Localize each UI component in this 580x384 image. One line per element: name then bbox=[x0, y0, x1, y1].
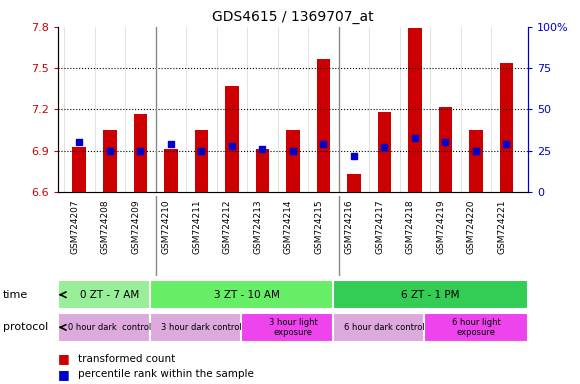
Text: GSM724221: GSM724221 bbox=[498, 200, 506, 254]
Point bbox=[166, 141, 176, 147]
Text: GSM724220: GSM724220 bbox=[467, 200, 476, 254]
Bar bbox=[424, 313, 528, 342]
Text: GSM724219: GSM724219 bbox=[436, 200, 445, 255]
Bar bbox=[194, 130, 208, 192]
Text: GSM724209: GSM724209 bbox=[131, 200, 140, 255]
Point bbox=[288, 147, 298, 154]
Text: 0 hour dark  control: 0 hour dark control bbox=[68, 323, 151, 332]
Text: 6 hour light
exposure: 6 hour light exposure bbox=[452, 318, 501, 337]
Bar bbox=[469, 130, 483, 192]
Text: protocol: protocol bbox=[3, 322, 48, 333]
Text: transformed count: transformed count bbox=[78, 354, 176, 364]
Text: GSM724215: GSM724215 bbox=[314, 200, 324, 255]
Bar bbox=[225, 86, 239, 192]
Text: 0 ZT - 7 AM: 0 ZT - 7 AM bbox=[80, 290, 139, 300]
Bar bbox=[438, 107, 452, 192]
Point bbox=[472, 147, 481, 154]
Point bbox=[380, 144, 389, 151]
Bar bbox=[150, 280, 345, 309]
Text: GSM724208: GSM724208 bbox=[101, 200, 110, 255]
Point bbox=[410, 134, 419, 141]
Bar bbox=[378, 112, 392, 192]
Text: GSM724212: GSM724212 bbox=[223, 200, 232, 254]
Point bbox=[136, 147, 145, 154]
Text: GSM724210: GSM724210 bbox=[162, 200, 171, 255]
Text: 6 ZT - 1 PM: 6 ZT - 1 PM bbox=[401, 290, 459, 300]
Bar bbox=[286, 130, 300, 192]
Bar bbox=[332, 313, 436, 342]
Bar bbox=[58, 313, 162, 342]
Bar bbox=[164, 149, 177, 192]
Text: GSM724213: GSM724213 bbox=[253, 200, 262, 255]
Text: ■: ■ bbox=[58, 353, 70, 366]
Bar bbox=[150, 313, 253, 342]
Point bbox=[105, 147, 114, 154]
Text: GSM724216: GSM724216 bbox=[345, 200, 354, 255]
Text: GSM724217: GSM724217 bbox=[375, 200, 385, 255]
Point bbox=[441, 139, 450, 146]
Bar bbox=[256, 149, 269, 192]
Point bbox=[349, 152, 358, 159]
Text: time: time bbox=[3, 290, 28, 300]
Bar bbox=[332, 280, 528, 309]
Text: 3 hour light
exposure: 3 hour light exposure bbox=[269, 318, 317, 337]
Bar bbox=[103, 130, 117, 192]
Text: percentile rank within the sample: percentile rank within the sample bbox=[78, 369, 254, 379]
Point bbox=[227, 143, 237, 149]
Bar bbox=[241, 313, 345, 342]
Bar bbox=[499, 63, 513, 192]
Bar bbox=[72, 147, 86, 192]
Text: 6 hour dark control: 6 hour dark control bbox=[344, 323, 425, 332]
Text: GSM724207: GSM724207 bbox=[70, 200, 79, 255]
Title: GDS4615 / 1369707_at: GDS4615 / 1369707_at bbox=[212, 10, 374, 25]
Bar bbox=[317, 58, 330, 192]
Point bbox=[258, 146, 267, 152]
Text: GSM724218: GSM724218 bbox=[406, 200, 415, 255]
Bar bbox=[58, 280, 162, 309]
Point bbox=[197, 147, 206, 154]
Text: GSM724214: GSM724214 bbox=[284, 200, 293, 254]
Bar bbox=[133, 114, 147, 192]
Text: ■: ■ bbox=[58, 368, 70, 381]
Text: 3 hour dark control: 3 hour dark control bbox=[161, 323, 242, 332]
Text: 3 ZT - 10 AM: 3 ZT - 10 AM bbox=[214, 290, 280, 300]
Text: GSM724211: GSM724211 bbox=[193, 200, 201, 255]
Point bbox=[319, 141, 328, 147]
Bar bbox=[347, 174, 361, 192]
Point bbox=[75, 139, 84, 146]
Bar bbox=[408, 28, 422, 192]
Point bbox=[502, 141, 511, 147]
